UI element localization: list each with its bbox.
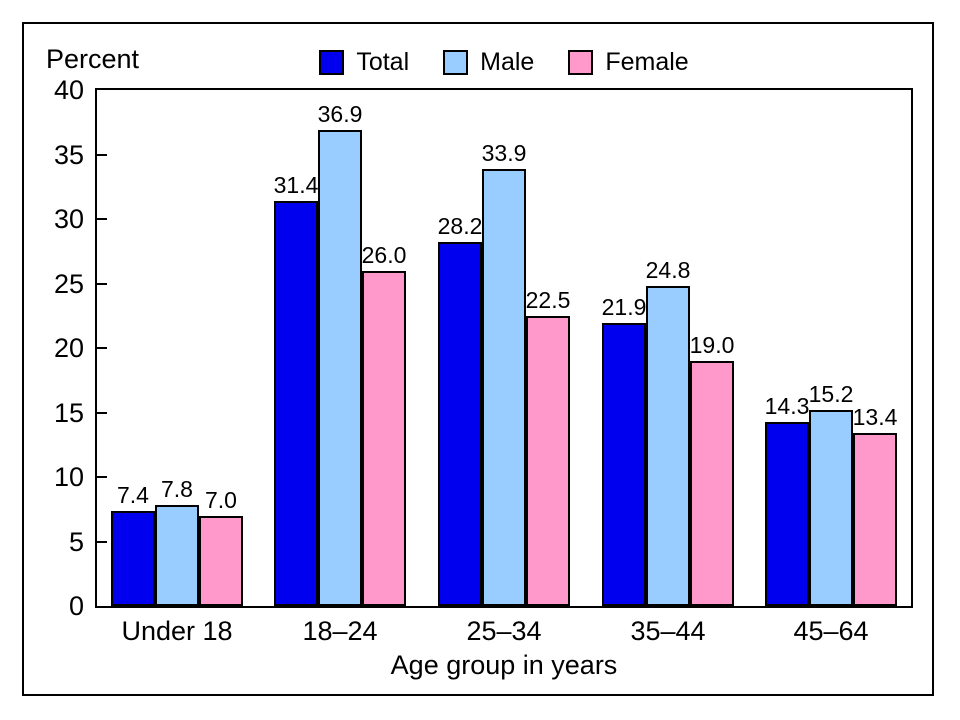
legend-label-total: Total [356,48,410,76]
y-tick-label: 40 [53,75,84,105]
y-tick-label: 20 [53,333,84,363]
legend-item-total: Total [319,48,409,76]
bar-male [809,410,853,606]
bar-value-label: 26.0 [361,242,407,268]
bar-value-label: 14.3 [764,393,810,419]
y-tick-mark [97,347,107,349]
x-tick-label: 18–24 [302,616,378,646]
x-tick-label: 45–64 [793,616,869,646]
bar-male [155,505,199,606]
bar-female [690,361,734,606]
bar-total [111,511,155,606]
bar-total [438,242,482,606]
bar-value-label: 7.4 [117,482,149,508]
bar-female [362,271,406,606]
x-tick-label: 35–44 [630,616,706,646]
bar-value-label: 33.9 [481,140,527,166]
y-tick-label: 25 [53,269,84,299]
bar-value-label: 7.0 [205,487,237,513]
x-axis-title: Age group in years [390,650,618,680]
bar-value-label: 22.5 [525,287,571,313]
y-tick-mark [97,154,107,156]
bar-value-label: 36.9 [317,101,363,127]
bar-value-label: 24.8 [645,257,691,283]
y-tick-label: 35 [53,140,84,170]
y-axis-title: Percent [46,44,140,74]
bar-total [602,323,646,606]
bar-value-label: 13.4 [852,404,898,430]
bar-total [274,201,318,606]
bar-value-label: 28.2 [437,213,483,239]
y-tick-label: 5 [68,527,84,557]
figure-frame [22,22,934,696]
legend-item-female: Female [568,48,689,76]
bar-value-label: 19.0 [689,332,735,358]
x-tick-label: 25–34 [466,616,542,646]
bar-total [765,422,809,606]
y-tick-mark [97,412,107,414]
bar-male [482,169,526,606]
legend-swatch-male-icon [443,49,469,75]
y-tick-label: 0 [68,591,84,621]
bar-male [646,286,690,606]
y-tick-label: 30 [53,204,84,234]
bar-value-label: 7.8 [161,476,193,502]
bar-female [853,433,897,606]
y-tick-label: 15 [53,398,84,428]
x-tick-label: Under 18 [121,616,233,646]
y-tick-mark [97,218,107,220]
legend-label-male: Male [480,48,535,76]
bar-female [199,516,243,606]
y-tick-mark [97,476,107,478]
bar-male [318,130,362,606]
y-tick-mark [97,283,107,285]
bar-value-label: 31.4 [273,172,319,198]
bar-female [526,316,570,606]
legend-label-female: Female [605,48,689,76]
legend: Total Male Female [95,48,913,76]
y-tick-mark [97,541,107,543]
bar-value-label: 21.9 [601,294,647,320]
bar-value-label: 15.2 [808,381,854,407]
legend-item-male: Male [443,48,534,76]
y-tick-label: 10 [53,462,84,492]
legend-swatch-female-icon [568,49,594,75]
legend-swatch-total-icon [319,49,345,75]
